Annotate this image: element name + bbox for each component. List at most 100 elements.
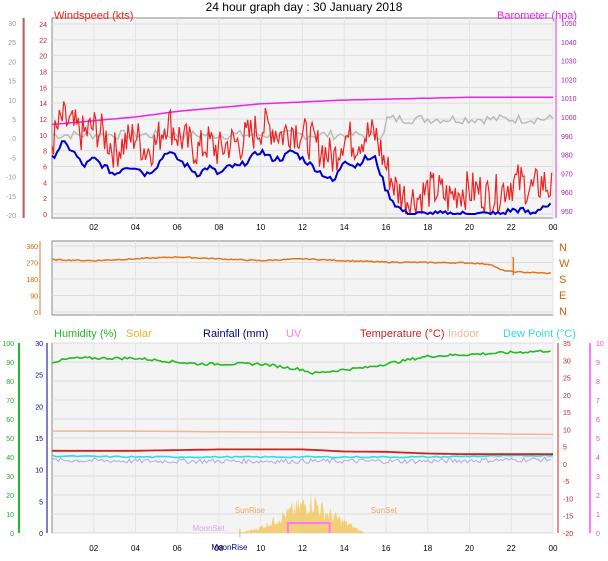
baro-tick-label: 950 [561,209,573,216]
wind-x-tick-label: 10 [256,223,265,232]
weather-x-tick-label: 20 [465,544,474,553]
uv-tick-label: 2 [596,493,600,500]
direction-compass-label: S [559,274,566,286]
moonset-label: MoonSet [193,524,226,533]
weather-x-tick-label: 02 [89,544,98,553]
wind-average-series [51,140,552,216]
wind-x-tick-label: 22 [507,223,516,232]
uv-tick-label: 0 [596,531,600,538]
rain-tick-label: 30 [35,341,43,348]
uv-tick-label: 4 [596,455,600,462]
baro-tick-label: 980 [561,153,573,160]
wind-y-tick-label: 14 [39,101,47,108]
temp-tick-label: 0 [563,462,567,469]
wind-speed-series [51,101,553,215]
weather-x-tick-label: 22 [507,544,516,553]
wind-y-tick-label: 24 [39,22,47,29]
baro-tick-label: 1050 [561,21,577,28]
wind-far-left-tick-label: 10 [8,98,16,105]
rain-tick-label: 15 [35,436,43,443]
moonrise-label: MoonRise [211,543,248,552]
baro-tick-label: 970 [561,171,573,178]
wind-y-tick-label: 10 [39,133,47,140]
baro-tick-label: 1010 [561,96,577,103]
rain-tick-label: 20 [35,404,43,411]
baro-legend-label: Barometer (hpa) [497,10,577,22]
wind-y-tick-label: 18 [39,70,47,77]
humidity-series [51,349,551,376]
wind-x-tick-label: 18 [423,223,432,232]
wind-y-tick-label: 2 [43,196,47,203]
direction-series [51,255,551,275]
humidity-tick-label: 90 [6,360,14,367]
dew-series [51,454,554,459]
rain-tick-label: 25 [35,373,43,380]
wind-far-left-tick-label: -10 [6,175,16,182]
uv-tick-label: 7 [596,398,600,405]
wind-x-tick-label: 02 [89,223,98,232]
solar-legend-label: Solar [126,328,152,340]
wind-y-tick-label: 22 [39,38,47,45]
weather-x-tick-label: 06 [173,544,182,553]
wind-far-left-tick-label: -5 [10,155,16,162]
wind-x-tick-label: 04 [131,223,140,232]
solar-series [239,491,366,533]
rain-tick-label: 10 [35,468,43,475]
wind-x-tick-label: 08 [215,223,224,232]
humidity-tick-label: 30 [6,474,14,481]
uv-tick-label: 6 [596,417,600,424]
wind-y-tick-label: 12 [39,117,47,124]
wind-far-left-tick-label: 25 [8,40,16,47]
temp-tick-label: -15 [563,514,573,521]
baro-tick-label: 1040 [561,40,577,47]
humidity-tick-label: 10 [6,512,14,519]
indoor-legend-label: Indoor [448,328,480,340]
baro-tick-label: 1030 [561,59,577,66]
wind-y-tick-label: 0 [43,212,47,219]
wind-far-left-tick-label: 20 [8,59,16,66]
chart-title: 24 hour graph day : 30 January 2018 [205,0,403,14]
wind-far-left-tick-label: 30 [8,21,16,28]
dew-legend-label: Dew Point (°C) [503,328,576,340]
wind-x-tick-label: 06 [173,223,182,232]
wind-y-tick-label: 4 [43,180,47,187]
humidity-tick-label: 20 [6,493,14,500]
wind-x-tick-label: 14 [340,223,349,232]
baro-tick-label: 1020 [561,77,577,84]
humidity-tick-label: 0 [10,531,14,538]
weather-x-tick-label: 18 [423,544,432,553]
weather-x-tick-label: 08 [215,544,224,553]
wind-far-left-tick-label: 0 [12,136,16,143]
wind-far-left-tick-label: 5 [12,117,16,124]
uv-tick-label: 9 [596,360,600,367]
uv-tick-label: 3 [596,474,600,481]
humidity-tick-label: 60 [6,417,14,424]
humidity-legend-label: Humidity (%) [54,328,117,340]
uv-tick-label: 5 [596,436,600,443]
weather-x-tick-label: 16 [382,544,391,553]
rain-tick-label: 5 [39,499,43,506]
wind-x-tick-label: 00 [549,223,558,232]
baro-series [51,96,553,126]
temp-tick-label: 5 [563,445,567,452]
direction-y-tick-label: 90 [30,294,38,301]
uv-legend-label: UV [286,328,302,340]
wind-y-tick-label: 16 [39,85,47,92]
wind-x-tick-label: 12 [298,223,307,232]
weather-x-tick-label: 04 [131,544,140,553]
sunset-label: SunSet [371,506,398,515]
wind-y-tick-label: 20 [39,54,47,61]
uv-tick-label: 10 [596,341,604,348]
wind-legend-label: Windspeed (kts) [54,10,133,22]
temp-legend-label: Temperature (°C) [360,328,444,340]
wind-x-tick-label: 20 [465,223,474,232]
weather-x-tick-label: 14 [340,544,349,553]
direction-y-tick-label: 0 [34,310,38,317]
weather-x-tick-label: 10 [256,544,265,553]
direction-compass-label: E [559,290,566,302]
uv-series [286,522,331,533]
temp-tick-label: -20 [563,531,573,538]
sunrise-label: SunRise [235,506,266,515]
humidity-tick-label: 40 [6,455,14,462]
